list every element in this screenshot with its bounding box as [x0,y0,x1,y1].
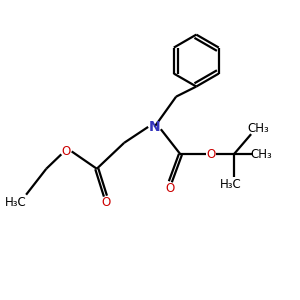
Text: CH₃: CH₃ [248,122,269,135]
Text: O: O [62,145,71,158]
Text: O: O [101,196,111,209]
Text: N: N [149,120,160,134]
Text: O: O [165,182,174,195]
Text: H₃C: H₃C [220,178,242,191]
Text: H₃C: H₃C [5,196,27,209]
Text: CH₃: CH₃ [250,148,272,161]
Text: O: O [206,148,215,161]
